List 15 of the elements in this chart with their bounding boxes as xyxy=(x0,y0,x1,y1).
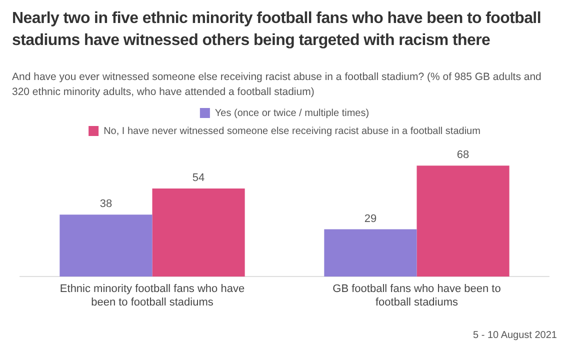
legend-label: Yes (once or twice / multiple times) xyxy=(214,108,370,119)
chart-title: Nearly two in five ethnic minority football fans who have been to football stadiums have witnessed others being targeted with racism there xyxy=(12,9,542,51)
x-tick-label: Ethnic minority football fans who have been to football stadiums xyxy=(60,283,245,308)
chart-subtitle: And have you ever witnessed someone else receiving racist abuse in a football stadium? (% of 985 GB adults and 320 ethnic minority adults, who have attended a football stadium) xyxy=(12,70,542,100)
text: 5 - 10 August 2021 xyxy=(473,330,557,341)
bar xyxy=(324,229,417,277)
data-label: 68 xyxy=(456,149,470,162)
data-label: 38 xyxy=(100,198,112,210)
bar xyxy=(152,188,245,277)
x-tick-label: GB football fans who have been to football stadiums xyxy=(332,283,501,308)
bar xyxy=(416,166,510,277)
legend-label: No, I have never witnessed someone else receiving racist abuse in a football stadium xyxy=(104,126,480,137)
data-label: 29 xyxy=(364,212,377,225)
data-label: 54 xyxy=(192,172,205,184)
bar xyxy=(60,214,152,277)
